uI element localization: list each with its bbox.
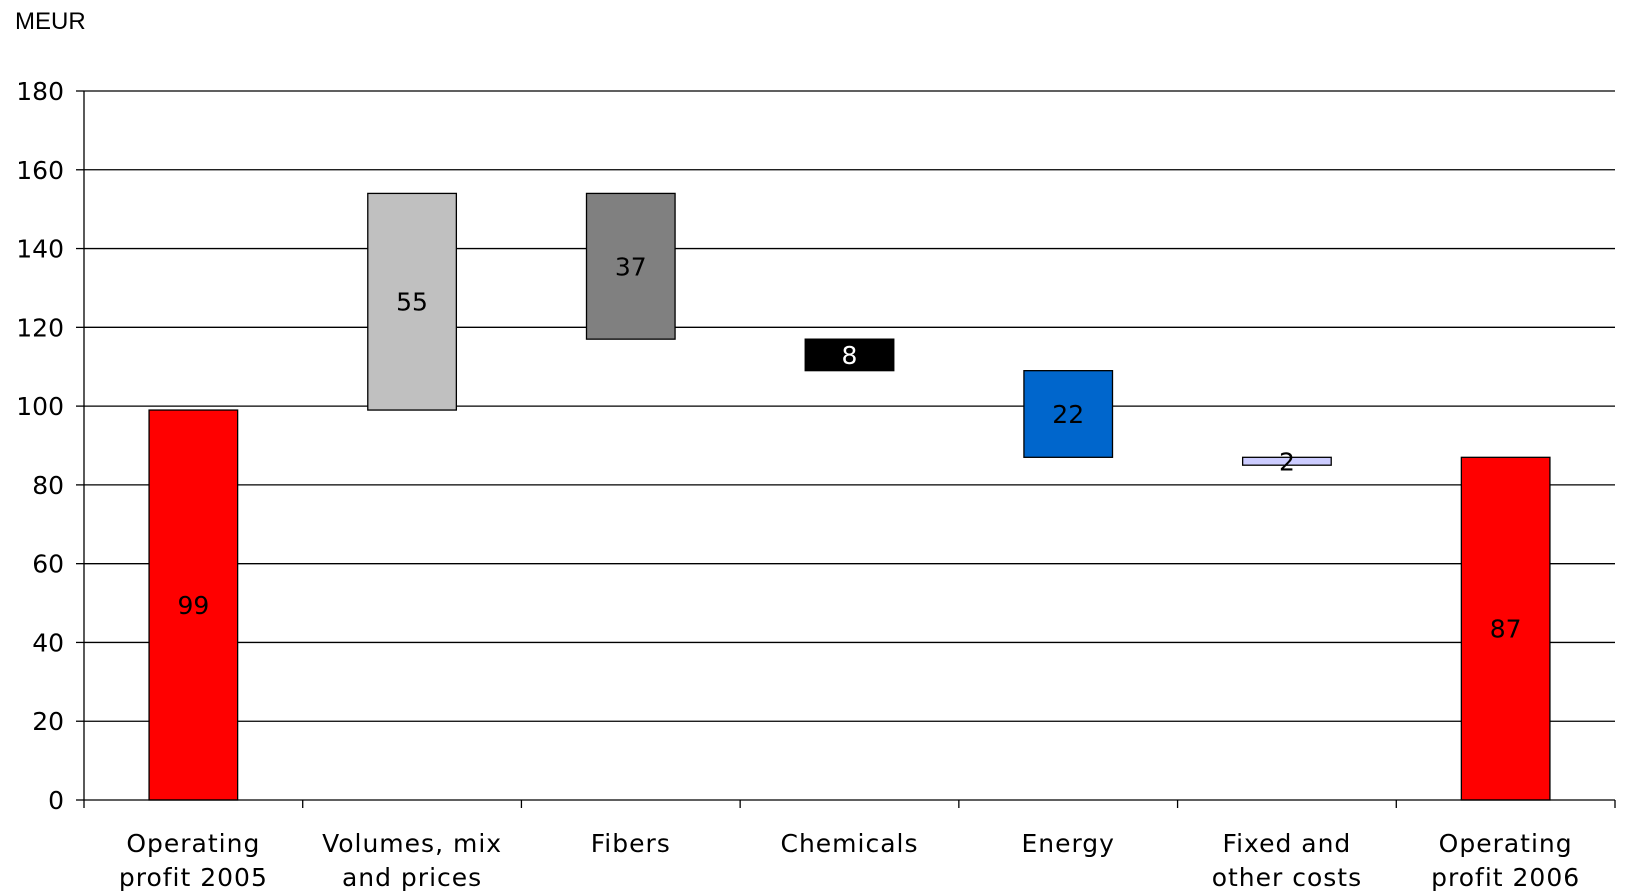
y-tick-label: 120 <box>16 313 64 342</box>
x-category-label: Fixed and <box>1223 829 1352 858</box>
x-category-label: Fibers <box>591 829 671 858</box>
y-tick-label: 20 <box>32 707 64 736</box>
y-tick-labels: 0 20 40 60 80 100 120 140 160 180 <box>16 77 64 815</box>
y-tick-label: 60 <box>32 550 64 579</box>
waterfall-bar <box>148 409 239 801</box>
x-category-label: Operating <box>126 829 260 858</box>
bar-value-label: 37 <box>615 252 647 281</box>
y-tick-label: 180 <box>16 77 64 106</box>
x-category-label: Volumes, mix <box>322 829 502 858</box>
waterfall-bar <box>1241 456 1332 466</box>
x-category-label: profit 2005 <box>119 863 268 892</box>
x-category-label: Operating <box>1439 829 1573 858</box>
waterfall-bar <box>367 192 458 411</box>
bar-value-label: 99 <box>177 591 209 620</box>
waterfall-bar <box>804 338 895 372</box>
waterfall-bar <box>1023 370 1114 458</box>
bar-value-label: 2 <box>1279 447 1295 476</box>
waterfall-bar <box>1460 456 1551 801</box>
bar-value-label: 22 <box>1052 400 1084 429</box>
y-tick-label: 0 <box>48 786 64 815</box>
bar-value-label: 87 <box>1490 615 1522 644</box>
bar-value-label: 8 <box>842 341 858 370</box>
waterfall-bar <box>585 192 676 340</box>
bar-group <box>148 192 1551 801</box>
axes <box>76 90 1616 808</box>
bar-value-label: 55 <box>396 288 428 317</box>
y-tick-label: 160 <box>16 156 64 185</box>
x-category-label: and prices <box>342 863 482 892</box>
y-tick-label: 80 <box>32 471 64 500</box>
x-category-label: other costs <box>1212 863 1362 892</box>
x-category-label: profit 2006 <box>1431 863 1580 892</box>
y-tick-label: 100 <box>16 392 64 421</box>
x-category-label: Chemicals <box>780 829 918 858</box>
x-tick-labels: Operating profit 2005 Volumes, mix and pric… <box>119 829 1580 892</box>
y-axis-unit-label: MEUR <box>15 8 86 35</box>
y-tick-label: 40 <box>32 628 64 657</box>
x-category-label: Energy <box>1021 829 1115 858</box>
y-tick-label: 140 <box>16 235 64 264</box>
gridlines <box>84 90 1615 722</box>
